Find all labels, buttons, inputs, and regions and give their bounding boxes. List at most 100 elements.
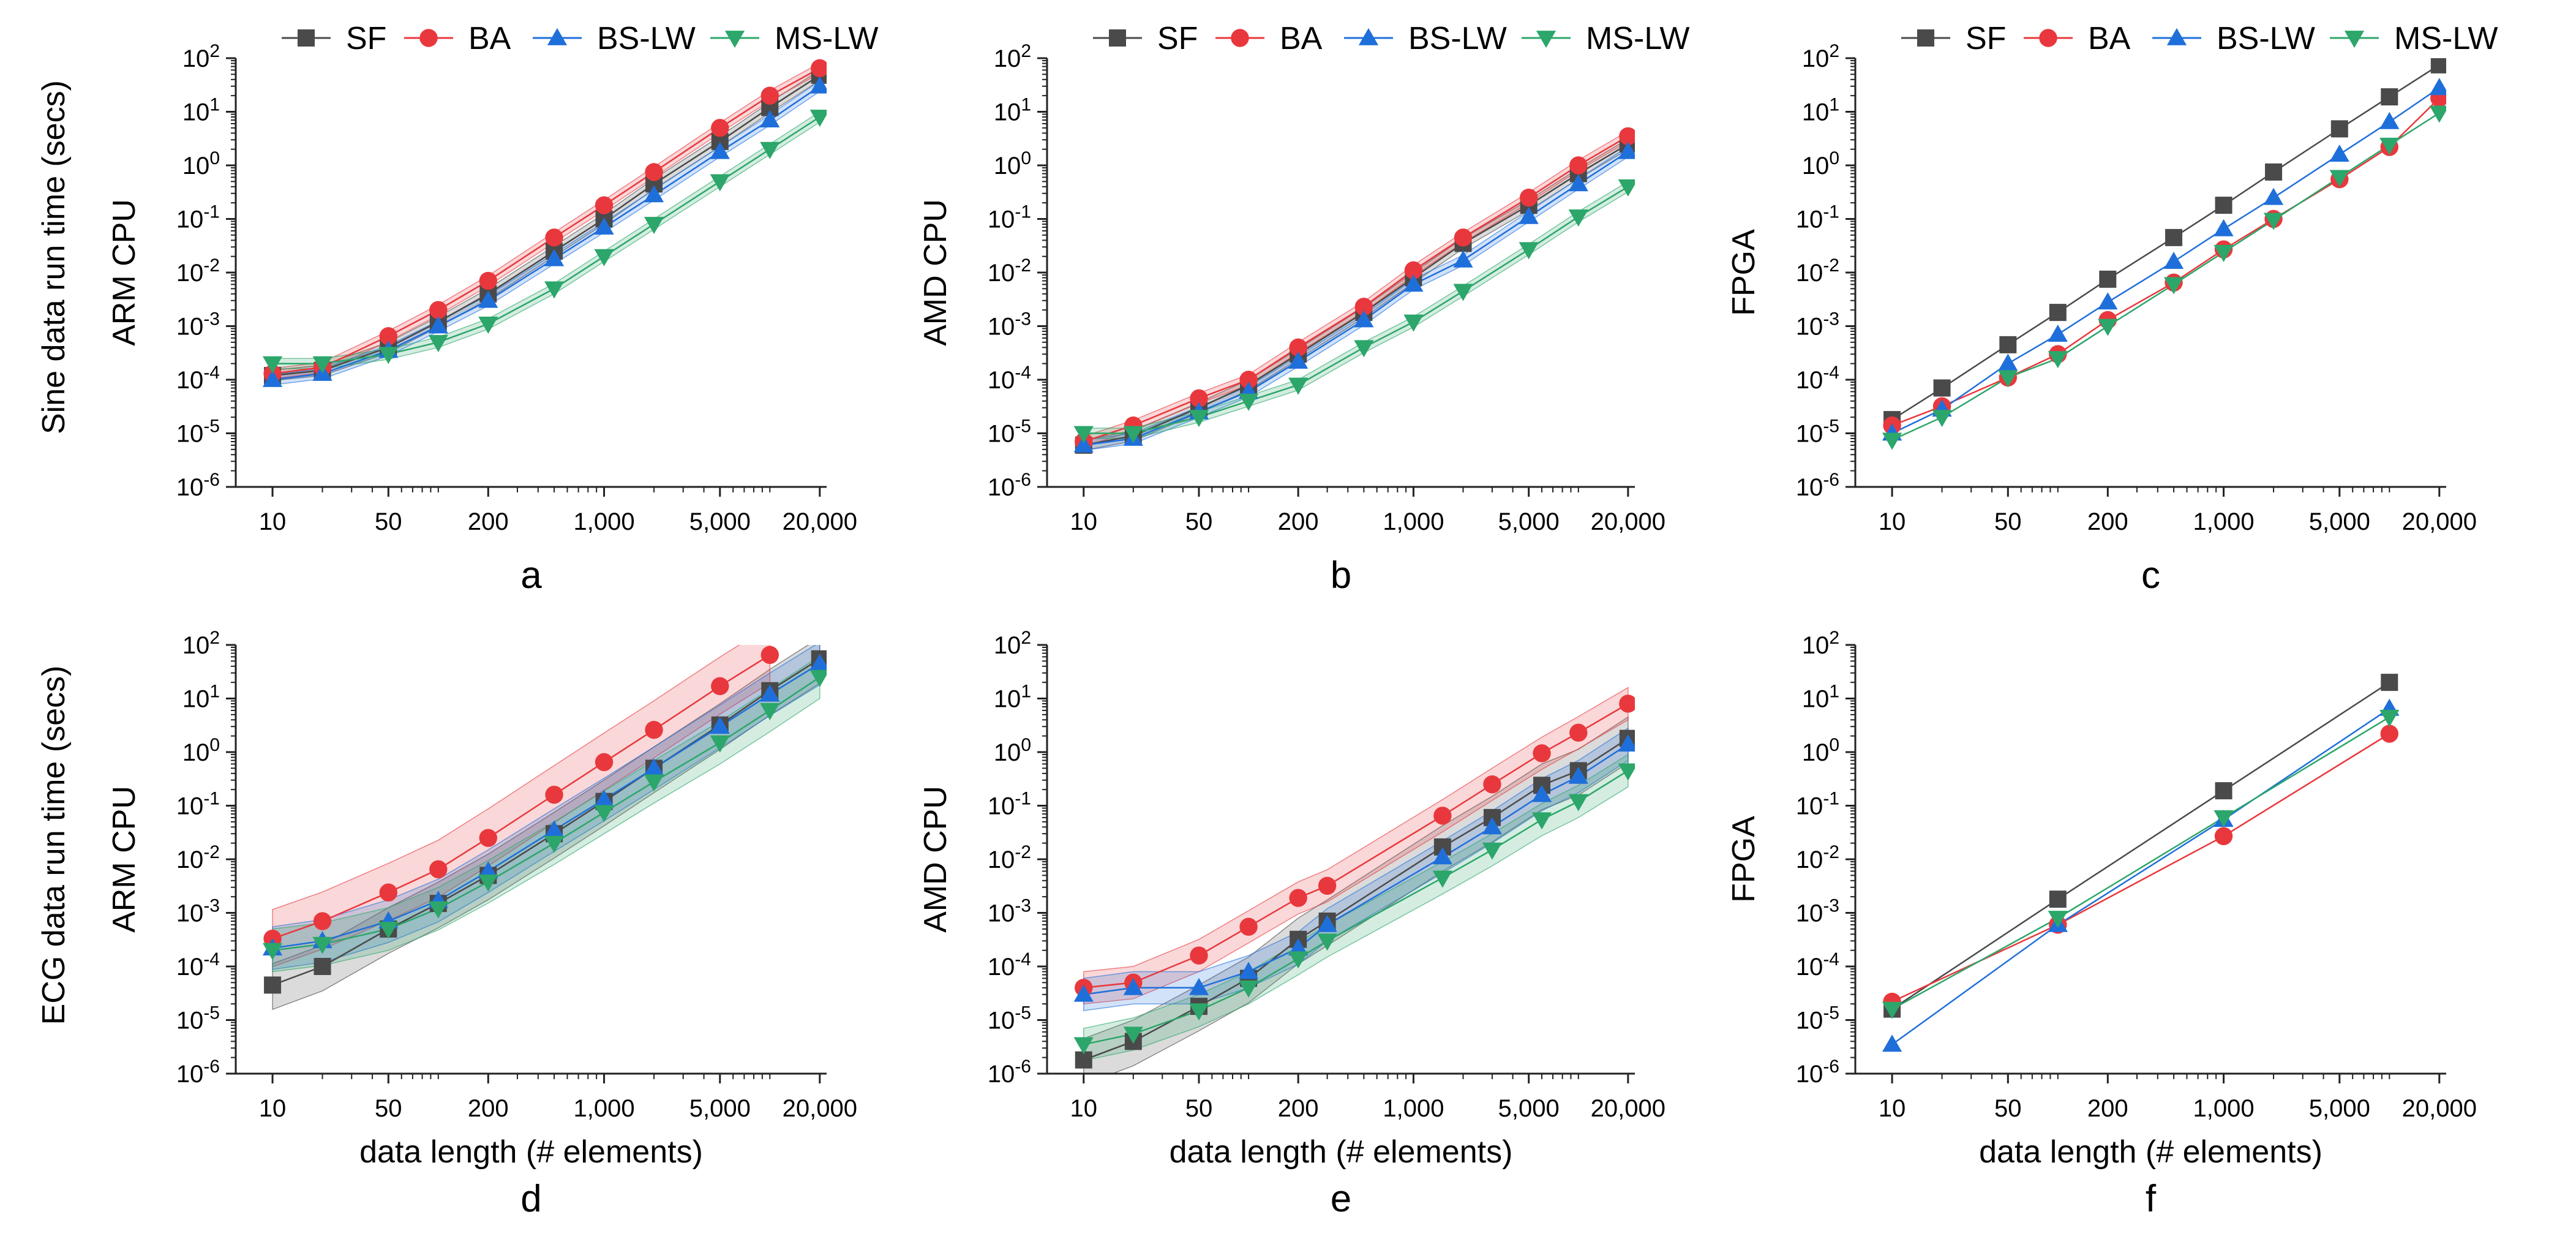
point-e-ms-lw-2 (1188, 1003, 1209, 1021)
legend-marker-sf (1917, 29, 1934, 47)
y-axis-label-a: ARM CPU (107, 199, 142, 346)
x-tick-label-f-1: 50 (1994, 1095, 2022, 1122)
point-c-sf-10 (2430, 58, 2446, 73)
legend-marker-bs-lw (1358, 28, 1379, 45)
x-tick-label-d-5: 20,000 (783, 1095, 857, 1122)
point-a-ba-2 (379, 327, 398, 345)
point-c-sf-5 (2165, 228, 2183, 246)
legend-marker-ms-lw (2344, 31, 2365, 48)
point-b-bs-lw-8 (1519, 206, 1539, 224)
point-d-bs-lw-7 (644, 758, 664, 776)
y-tick-label-f-2: 10-4 (1796, 949, 1839, 981)
point-a-ms-lw-7 (644, 217, 664, 235)
point-e-bs-lw-3 (1238, 962, 1259, 979)
y-tick-label-b-8: 102 (994, 41, 1031, 72)
point-b-ms-lw-4 (1288, 377, 1309, 395)
point-b-ba-4 (1289, 338, 1307, 357)
point-b-bs-lw-7 (1453, 250, 1473, 268)
point-e-ms-lw-5 (1317, 933, 1337, 951)
panel-label-c: c (2141, 554, 2160, 597)
y-tick-label-a-8: 102 (182, 41, 220, 72)
point-f-ms-lw-3 (2379, 709, 2400, 727)
y-tick-label-d-1: 10-5 (176, 1003, 220, 1034)
point-b-ms-lw-10 (1618, 179, 1635, 197)
point-e-sf-0 (1075, 1051, 1092, 1069)
point-f-ms-lw-0 (1882, 1001, 1902, 1019)
point-a-ba-10 (811, 59, 827, 78)
x-axis-label-e: data length (# elements) (1170, 1134, 1513, 1170)
y-tick-label-f-3: 10-3 (1796, 896, 1839, 927)
y-tick-label-d-6: 100 (182, 735, 220, 766)
panel-label-e: e (1331, 1178, 1351, 1220)
point-c-ms-lw-8 (2329, 170, 2349, 187)
legend-marker-sf (1109, 29, 1126, 47)
y-tick-label-e-5: 10-1 (988, 789, 1031, 820)
point-a-bs-lw-5 (544, 249, 565, 266)
x-tick-label-d-4: 5,000 (689, 1095, 751, 1122)
legend-label-ba: BA (468, 21, 511, 56)
y-tick-label-e-1: 10-5 (988, 1003, 1031, 1034)
x-tick-label-f-4: 5,000 (2309, 1095, 2370, 1122)
point-e-ba-3 (1239, 917, 1258, 936)
x-tick-label-a-5: 20,000 (783, 508, 857, 535)
point-c-bs-lw-6 (2214, 219, 2234, 236)
point-a-bs-lw-10 (809, 76, 827, 94)
point-b-ba-10 (1619, 127, 1635, 146)
point-a-ms-lw-3 (428, 334, 448, 352)
x-tick-label-c-3: 1,000 (2193, 508, 2254, 535)
point-d-bs-lw-10 (809, 653, 827, 671)
point-d-sf-0 (264, 976, 282, 994)
point-d-sf-1 (314, 958, 331, 975)
series-line-f-bs-lw (1891, 707, 2390, 1045)
point-a-ms-lw-9 (760, 141, 780, 159)
x-tick-label-a-4: 5,000 (689, 508, 751, 535)
x-tick-label-b-0: 10 (1070, 508, 1098, 535)
point-c-ms-lw-10 (2429, 105, 2446, 123)
point-d-ms-lw-8 (710, 735, 730, 753)
point-c-sf-9 (2381, 88, 2398, 106)
point-f-sf-2 (2215, 782, 2232, 800)
x-tick-label-f-0: 10 (1879, 1095, 1906, 1122)
point-c-sf-3 (2049, 304, 2067, 322)
y-axis-label-c: FPGA (1726, 229, 1762, 316)
legend-label-bs-lw: BS-LW (1408, 21, 1507, 56)
x-tick-label-c-4: 5,000 (2309, 508, 2370, 535)
point-d-bs-lw-4 (478, 861, 498, 879)
point-d-ms-lw-3 (428, 901, 448, 919)
point-d-ba-7 (645, 720, 663, 739)
point-a-sf-8 (711, 132, 729, 150)
point-f-sf-1 (2049, 891, 2067, 908)
y-tick-label-e-7: 101 (994, 682, 1031, 713)
y-axis-label-b: AMD CPU (918, 199, 953, 346)
panel-label-f: f (2146, 1178, 2157, 1220)
legend-label-ms-lw: MS-LW (2394, 21, 2498, 56)
point-d-ms-lw-7 (644, 774, 664, 792)
legend-a: SF BA BS-LW MS-LW (282, 21, 878, 56)
point-e-bs-lw-10 (1618, 734, 1635, 752)
point-a-ms-lw-10 (809, 110, 827, 127)
legend-marker-bs-lw (2166, 28, 2187, 45)
point-c-ms-lw-6 (2214, 244, 2234, 262)
legend-marker-bs-lw (547, 28, 568, 45)
point-c-ms-lw-7 (2263, 213, 2284, 230)
point-e-ba-2 (1190, 946, 1208, 965)
point-b-ms-lw-6 (1403, 314, 1424, 332)
point-e-sf-6 (1433, 838, 1451, 856)
point-d-ba-5 (545, 785, 563, 804)
point-c-bs-lw-5 (2163, 252, 2184, 269)
y-tick-label-b-3: 10-3 (988, 309, 1031, 341)
y-tick-label-a-2: 10-4 (176, 363, 220, 394)
y-tick-label-a-1: 10-5 (176, 416, 220, 448)
point-a-bs-lw-0 (262, 369, 283, 387)
x-tick-label-b-3: 1,000 (1383, 508, 1444, 535)
y-tick-label-f-1: 10-5 (1796, 1003, 1839, 1034)
y-axis-label-f: FPGA (1726, 816, 1762, 903)
legend-label-bs-lw: BS-LW (2217, 21, 2315, 56)
point-e-bs-lw-5 (1317, 914, 1337, 932)
point-b-ba-8 (1519, 188, 1538, 207)
point-d-ms-lw-2 (378, 921, 399, 939)
point-d-ms-lw-9 (760, 703, 780, 721)
row-label-sine: Sine data run time (secs) (36, 80, 72, 434)
point-e-ms-lw-6 (1432, 870, 1452, 888)
legend-label-bs-lw: BS-LW (597, 21, 696, 56)
